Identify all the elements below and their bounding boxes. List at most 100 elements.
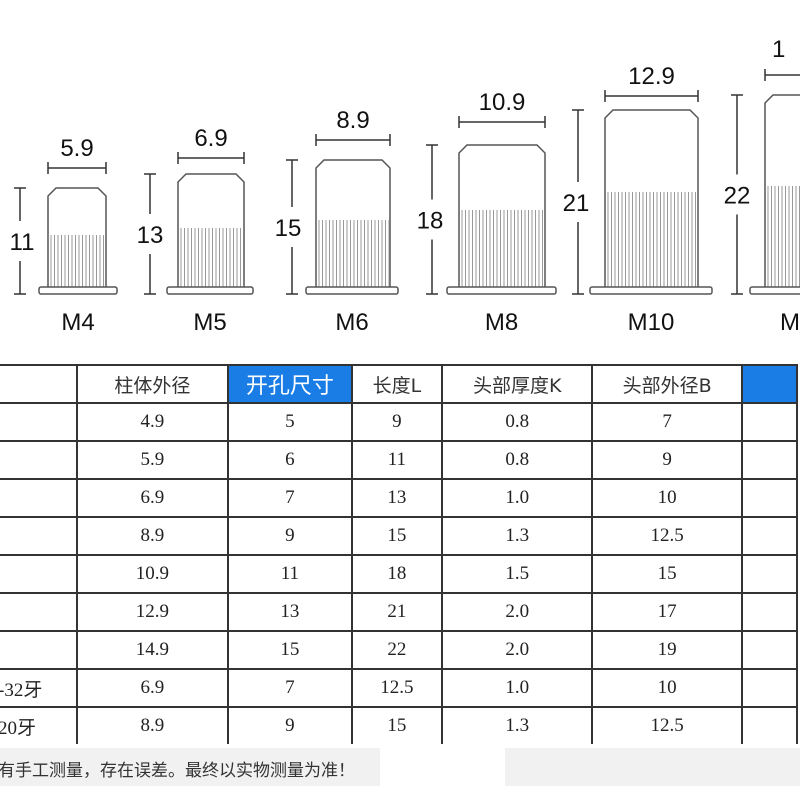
rivet-nut-1: 5.9 11 M4	[2, 135, 118, 336]
table-cell: 1.5	[441, 554, 594, 594]
table-row: -32牙 6.9 7 12.5 1.0 10	[0, 668, 799, 708]
nut-flange	[38, 286, 118, 295]
length-label: 22	[724, 183, 751, 210]
table-row: 5.9 6 11 0.8 9	[0, 440, 799, 480]
model-cell: -32牙	[0, 668, 78, 708]
table-row: 6.9 7 13 1.0 10	[0, 478, 799, 518]
diameter-label: 12.9	[628, 63, 675, 90]
rivet-nut-3: 8.9 15 M6	[268, 107, 399, 336]
rivet-nut-2: 6.9 13 M5	[130, 125, 254, 336]
model-label: M5	[193, 309, 226, 336]
column-header: 开孔尺寸	[226, 364, 353, 404]
table-cell	[740, 630, 799, 670]
rivet-nut-4: 10.9 18 M8	[410, 89, 557, 336]
table-cell: 10	[591, 668, 743, 708]
table-cell: 15	[350, 516, 444, 556]
table-row: 4.9 5 9 0.8 7	[0, 402, 799, 442]
column-header	[740, 364, 799, 404]
model-label: M4	[61, 309, 94, 336]
table-cell: 15	[591, 554, 743, 594]
nut-body	[458, 144, 546, 287]
table-cell	[740, 516, 799, 556]
table-cell: 12.9	[75, 592, 229, 632]
length-label: 11	[10, 229, 35, 256]
model-cell: 20牙	[0, 706, 78, 744]
model-cell	[0, 478, 78, 518]
table-cell: 0.8	[441, 440, 594, 480]
nut-flange	[166, 286, 254, 295]
length-label: 15	[275, 215, 302, 242]
table-row: 20牙 8.9 9 15 1.3 12.5	[0, 706, 799, 744]
table-cell: 15	[350, 706, 444, 744]
table-cell: 7	[591, 402, 743, 442]
column-header: 头部外径B	[591, 364, 743, 404]
model-cell	[0, 592, 78, 632]
table-cell: 7	[226, 668, 353, 708]
table-cell: 13	[226, 592, 353, 632]
table-cell: 14.9	[75, 630, 229, 670]
table-cell	[740, 554, 799, 594]
table-cell: 5	[226, 402, 353, 442]
table-cell: 15	[226, 630, 353, 670]
column-header: 柱体外径	[75, 364, 229, 404]
model-cell	[0, 516, 78, 556]
model-label: M10	[628, 309, 675, 336]
table-cell: 2.0	[441, 630, 594, 670]
table-cell: 1.0	[441, 668, 594, 708]
diameter-label: 1	[772, 36, 785, 63]
table-row: 10.9 11 18 1.5 15	[0, 554, 799, 594]
table-cell: 6	[226, 440, 353, 480]
table-cell	[740, 668, 799, 708]
table-row: 14.9 15 22 2.0 19	[0, 630, 799, 670]
rivet-nut-5: 12.9 21 M10	[556, 63, 713, 336]
model-cell	[0, 554, 78, 594]
diameter-label: 5.9	[60, 135, 93, 162]
footer-note-bar: 有手工测量，存在误差。最终以实物测量为准！	[0, 748, 800, 786]
table-cell	[740, 478, 799, 518]
table-cell: 19	[591, 630, 743, 670]
table-cell: 6.9	[75, 478, 229, 518]
model-cell	[0, 402, 78, 442]
table-cell: 1.0	[441, 478, 594, 518]
nut-body	[764, 94, 800, 287]
measurement-disclaimer: 有手工测量，存在误差。最终以实物测量为准！	[0, 761, 355, 781]
table-cell: 17	[591, 592, 743, 632]
table-cell: 22	[350, 630, 444, 670]
table-cell: 6.9	[75, 668, 229, 708]
table-cell: 0.8	[441, 402, 594, 442]
table-row: 12.9 13 21 2.0 17	[0, 592, 799, 632]
rivet-nut-6: 1 22 M	[717, 36, 800, 336]
column-header: 头部厚度K	[441, 364, 594, 404]
table-cell: 10.9	[75, 554, 229, 594]
table-cell: 2.0	[441, 592, 594, 632]
table-cell: 10	[591, 478, 743, 518]
table-cell: 8.9	[75, 516, 229, 556]
nut-body	[47, 187, 107, 287]
diameter-label: 10.9	[479, 89, 526, 116]
column-header: 长度L	[350, 364, 444, 404]
nut-flange	[589, 286, 713, 295]
table-cell: 12.5	[591, 516, 743, 556]
nut-flange	[749, 286, 800, 295]
table-cell: 5.9	[75, 440, 229, 480]
length-label: 21	[563, 190, 590, 217]
table-row: 8.9 9 15 1.3 12.5	[0, 516, 799, 556]
column-header	[0, 364, 78, 404]
diameter-label: 8.9	[336, 107, 369, 134]
rivet-nut-diagrams: 5.911M46.913M58.915M610.918M812.921M1012…	[2, 36, 800, 336]
spec-table: 柱体外径 开孔尺寸 长度L 头部厚度K 头部外径B 4.9 5 9 0.8 7 5.9 6 11 0.8…	[0, 364, 799, 744]
nut-body	[315, 159, 391, 287]
table-cell: 12.5	[591, 706, 743, 744]
diameter-label: 6.9	[194, 125, 227, 152]
length-label: 18	[417, 208, 444, 235]
nut-flange	[446, 286, 557, 295]
nut-flange	[305, 286, 399, 295]
table-cell	[740, 592, 799, 632]
nut-body	[177, 173, 245, 287]
table-cell: 11	[226, 554, 353, 594]
table-cell: 9	[591, 440, 743, 480]
nut-body	[604, 109, 699, 287]
model-cell	[0, 630, 78, 670]
length-label: 13	[137, 222, 164, 249]
table-cell: 13	[350, 478, 444, 518]
